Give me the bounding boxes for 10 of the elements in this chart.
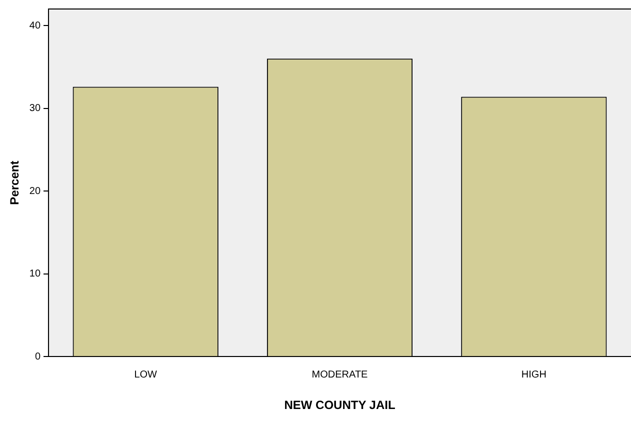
y-axis-title: Percent [8,160,22,205]
x-tick-label: MODERATE [312,369,368,380]
y-tick-label: 40 [29,20,41,32]
x-tick-label: HIGH [521,369,546,380]
y-tick-label: 10 [29,268,41,280]
y-tick-label: 30 [29,103,41,114]
x-axis-title: NEW COUNTY JAIL [284,398,396,412]
y-tick-label: 20 [29,186,41,197]
y-tick-label: 0 [34,351,41,362]
x-tick-label: LOW [134,369,158,380]
